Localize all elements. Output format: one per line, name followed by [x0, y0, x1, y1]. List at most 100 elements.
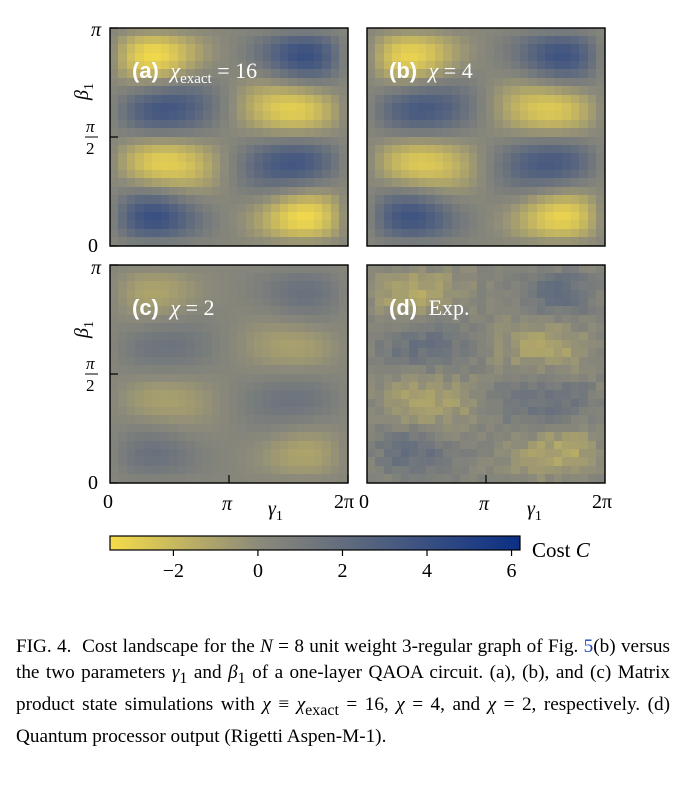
heatmap-cell	[322, 220, 332, 230]
heatmap-cell	[588, 229, 597, 238]
heatmap-cell	[477, 365, 487, 375]
heatmap-cell	[562, 103, 572, 112]
heatmap-cell	[314, 298, 323, 307]
heatmap-cell	[562, 348, 572, 358]
heatmap-cell	[520, 441, 529, 450]
heatmap-cell	[178, 323, 187, 333]
heatmap-cell	[477, 204, 487, 213]
figure-reference-link[interactable]: 5	[583, 636, 594, 657]
heatmap-cell	[571, 195, 580, 205]
heatmap-cell	[237, 298, 247, 307]
heatmap-cell	[537, 357, 546, 366]
heatmap-cell	[452, 332, 461, 341]
heatmap-cell	[237, 212, 247, 221]
heatmap-cell	[588, 95, 597, 104]
heatmap-cell	[452, 195, 461, 205]
heatmap-cell	[254, 69, 264, 79]
heatmap-cell	[135, 365, 145, 375]
heatmap-cell	[331, 195, 340, 205]
heatmap-cell	[392, 265, 402, 274]
heatmap-cell	[477, 281, 487, 291]
heatmap-cell	[178, 178, 187, 188]
heatmap-cell	[367, 340, 376, 349]
heatmap-cell	[152, 44, 162, 54]
heatmap-cell	[460, 474, 470, 484]
heatmap-cell	[409, 298, 419, 307]
heatmap-cell	[494, 306, 504, 316]
heatmap-cell	[452, 449, 461, 458]
heatmap-cell	[229, 153, 238, 163]
heatmap-cell	[401, 441, 410, 450]
heatmap-cell	[271, 212, 281, 221]
heatmap-cell	[596, 212, 606, 221]
heatmap-cell	[511, 466, 521, 475]
heatmap-cell	[178, 290, 187, 299]
heatmap-cell	[571, 95, 580, 104]
heatmap-cell	[263, 265, 272, 274]
heatmap-cell	[469, 153, 478, 163]
heatmap-cell	[212, 145, 221, 154]
svg-text:2: 2	[86, 139, 95, 158]
heatmap-cell	[118, 382, 128, 391]
heatmap-cell	[305, 415, 315, 425]
heatmap-cell	[212, 298, 221, 307]
heatmap-cell	[367, 374, 376, 383]
heatmap-cell	[305, 432, 315, 442]
heatmap-cell	[469, 195, 478, 205]
heatmap-cell	[528, 390, 538, 400]
heatmap-cell	[127, 111, 136, 121]
heatmap-cell	[178, 382, 187, 391]
heatmap-cell	[596, 399, 606, 408]
heatmap-cell	[579, 407, 589, 416]
heatmap-cell	[486, 457, 495, 467]
heatmap-cell	[110, 237, 119, 247]
heatmap-cell	[477, 265, 487, 274]
heatmap-cell	[511, 69, 521, 79]
heatmap-cell	[435, 229, 444, 238]
heatmap-cell	[161, 374, 170, 383]
heatmap-cell	[263, 298, 272, 307]
heatmap-cell	[118, 145, 128, 154]
heatmap-cell	[452, 407, 461, 416]
heatmap-cell	[288, 220, 298, 230]
heatmap-cell	[579, 69, 589, 79]
heatmap-cell	[152, 407, 162, 416]
heatmap-cell	[280, 170, 289, 179]
heatmap-cell	[579, 187, 589, 196]
heatmap-cell	[579, 195, 589, 205]
heatmap-cell	[169, 374, 179, 383]
heatmap-cell	[392, 36, 402, 45]
heatmap-cell	[314, 229, 323, 238]
heatmap-cell	[169, 44, 179, 54]
heatmap-cell	[161, 111, 170, 121]
heatmap-cell	[280, 466, 289, 475]
heatmap-cell	[169, 145, 179, 154]
heatmap-cell	[375, 457, 385, 467]
heatmap-cell	[135, 382, 145, 391]
heatmap-cell	[367, 424, 376, 433]
heatmap-cell	[545, 432, 555, 442]
heatmap-cell	[314, 340, 323, 349]
heatmap-cell	[460, 195, 470, 205]
heatmap-cell	[331, 365, 340, 375]
heatmap-cell	[562, 273, 572, 282]
heatmap-cell	[288, 153, 298, 163]
heatmap-cell	[375, 153, 385, 163]
heatmap-cell	[511, 474, 521, 484]
heatmap-cell	[435, 340, 444, 349]
heatmap-cell	[384, 220, 393, 230]
heatmap-cell	[460, 348, 470, 358]
heatmap-cell	[443, 281, 453, 291]
heatmap-cell	[588, 237, 597, 247]
heatmap-cell	[520, 78, 529, 87]
heatmap-cell	[596, 365, 606, 375]
heatmap-cell	[331, 357, 340, 366]
heatmap-cell	[426, 187, 436, 196]
heatmap-cell	[392, 95, 402, 104]
heatmap-cell	[169, 432, 179, 442]
heatmap-cell	[426, 111, 436, 121]
heatmap-cell	[339, 178, 349, 188]
heatmap-cell	[477, 78, 487, 87]
heatmap-cell	[186, 382, 196, 391]
heatmap-cell	[237, 441, 247, 450]
